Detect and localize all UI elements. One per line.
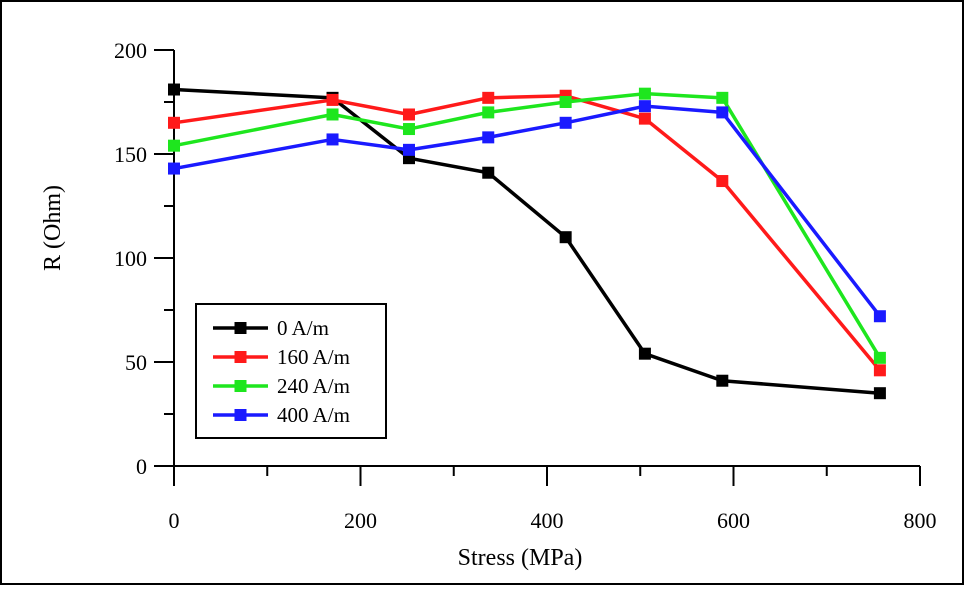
data-point bbox=[638, 87, 651, 100]
data-point bbox=[168, 139, 180, 152]
data-point bbox=[716, 374, 729, 387]
data-point bbox=[716, 175, 729, 188]
axes: 0 50 100 150 200 0 200 400 600 800 bbox=[114, 38, 937, 533]
data-point bbox=[402, 123, 415, 136]
data-point bbox=[326, 108, 339, 121]
data-point bbox=[873, 364, 886, 377]
data-point bbox=[482, 91, 495, 104]
legend-label: 0 A/m bbox=[277, 316, 329, 340]
data-point bbox=[716, 106, 729, 119]
series-2 bbox=[168, 87, 886, 364]
series-line bbox=[173, 104, 882, 318]
data-point bbox=[638, 347, 651, 360]
y-tick-label: 200 bbox=[114, 38, 147, 63]
data-point bbox=[638, 112, 651, 125]
x-tick-label: 400 bbox=[531, 508, 564, 533]
series-1 bbox=[168, 89, 886, 377]
data-point bbox=[559, 116, 572, 129]
legend-label: 240 A/m bbox=[277, 374, 350, 398]
data-point bbox=[326, 133, 339, 146]
series-line bbox=[173, 87, 881, 395]
data-point bbox=[482, 106, 495, 119]
legend-label: 400 A/m bbox=[277, 403, 350, 427]
x-tick-label: 200 bbox=[344, 508, 377, 533]
data-point bbox=[168, 162, 180, 175]
y-tick-label: 150 bbox=[114, 142, 147, 167]
legend: 0 A/m 160 A/m 240 A/m 400 A/m bbox=[195, 303, 387, 439]
data-point bbox=[326, 93, 339, 106]
legend-marker bbox=[234, 351, 247, 363]
data-point bbox=[559, 96, 572, 108]
legend-label: 160 A/m bbox=[277, 345, 350, 369]
x-tick-label: 800 bbox=[904, 508, 937, 533]
x-tick-label: 600 bbox=[717, 508, 750, 533]
x-axis-title: Stress (MPa) bbox=[458, 545, 583, 571]
data-point bbox=[716, 91, 729, 104]
legend-marker bbox=[234, 409, 247, 421]
data-point bbox=[168, 116, 180, 129]
data-point bbox=[873, 387, 886, 400]
series-lines bbox=[168, 83, 886, 400]
data-point bbox=[402, 143, 415, 156]
y-tick-label: 100 bbox=[114, 246, 147, 271]
data-point bbox=[873, 351, 886, 364]
series-line bbox=[173, 91, 882, 359]
data-point bbox=[559, 231, 572, 244]
data-point bbox=[168, 83, 180, 96]
data-point bbox=[873, 310, 886, 323]
data-point bbox=[402, 108, 415, 121]
data-point bbox=[638, 100, 651, 113]
y-axis-title: R (Ohm) bbox=[40, 185, 66, 271]
data-point bbox=[482, 131, 495, 144]
legend-marker bbox=[234, 380, 247, 392]
y-tick-label: 50 bbox=[125, 350, 147, 375]
series-line bbox=[173, 94, 882, 372]
x-tick-label: 0 bbox=[169, 508, 180, 533]
data-point bbox=[482, 166, 495, 179]
series-3 bbox=[168, 100, 886, 323]
y-tick-label: 0 bbox=[136, 454, 147, 479]
legend-marker bbox=[234, 322, 247, 334]
